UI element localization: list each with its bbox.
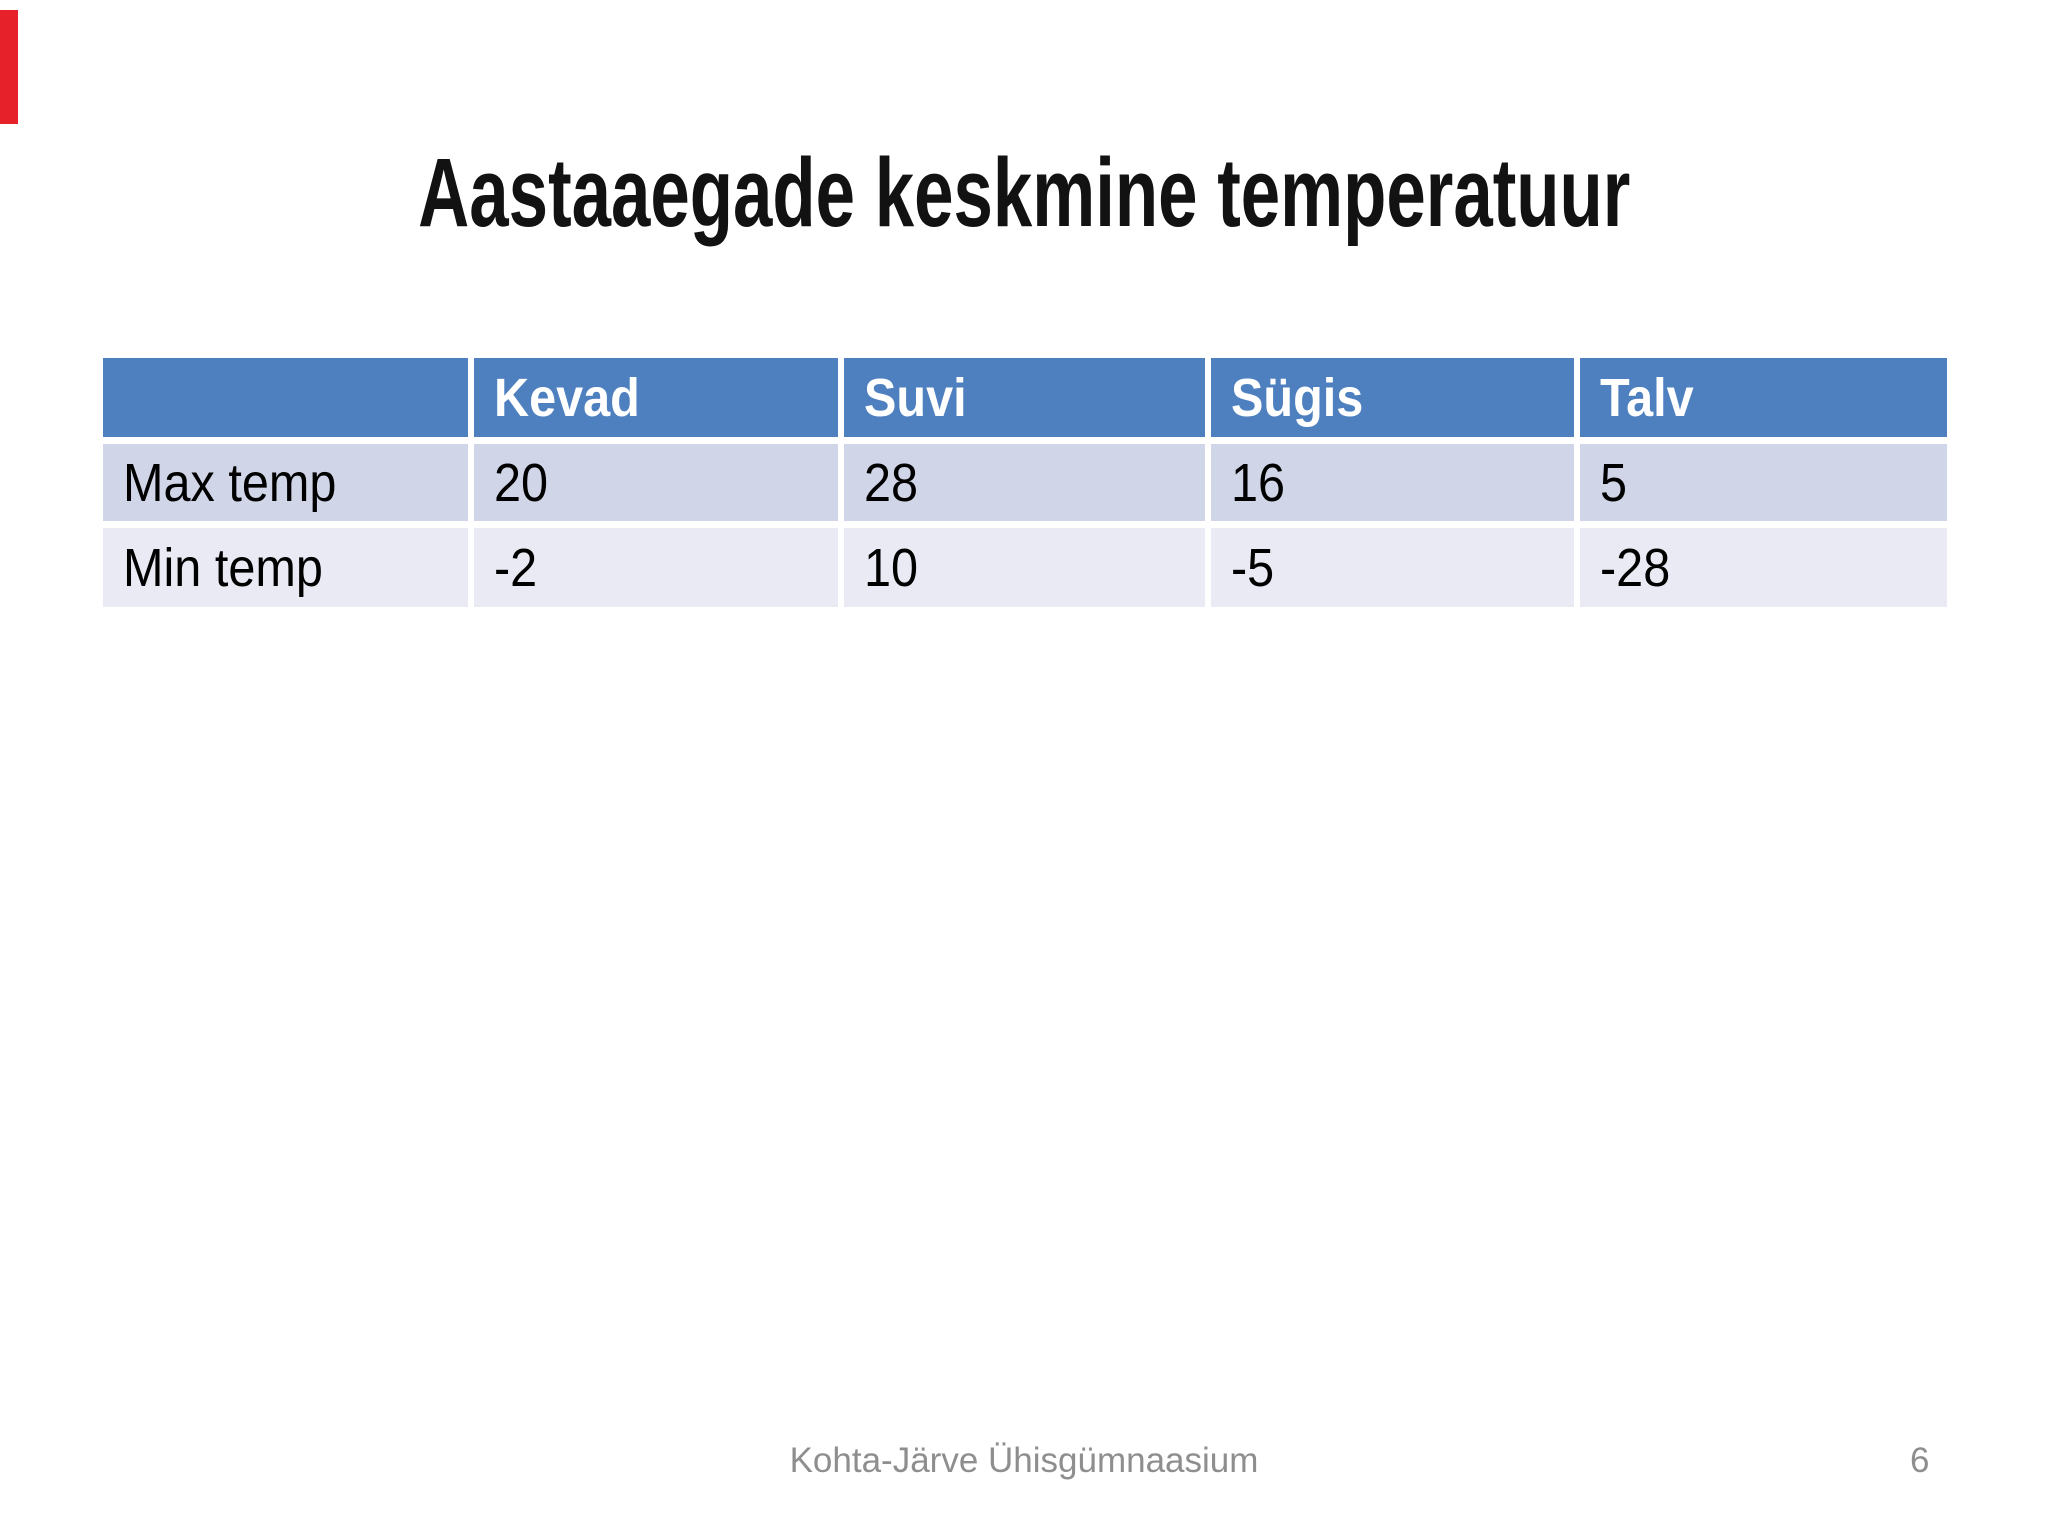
cell-max-suvi: 28 xyxy=(844,444,1205,521)
table-header-cell-sygis: Sügis xyxy=(1211,358,1574,437)
cell-min-suvi: 10 xyxy=(844,528,1205,607)
temperature-table: Kevad Suvi Sügis Talv Max temp 20 28 16 … xyxy=(103,358,1947,607)
cell-max-sygis: 16 xyxy=(1211,444,1574,521)
slide-title-area: Aastaaegade keskmine temperatuur xyxy=(0,138,2048,247)
red-edge-marker xyxy=(0,10,18,124)
cell-max-kevad: 20 xyxy=(474,444,838,521)
cell-max-talv: 5 xyxy=(1580,444,1947,521)
cell-min-kevad: -2 xyxy=(474,528,838,607)
cell-min-sygis: -5 xyxy=(1211,528,1574,607)
table-header-cell-talv: Talv xyxy=(1580,358,1947,437)
cell-min-talv: -28 xyxy=(1580,528,1947,607)
footer-school-name: Kohta-Järve Ühisgümnaasium xyxy=(789,1441,1259,1480)
row-label-min-temp: Min temp xyxy=(103,528,468,607)
table-header-cell-empty xyxy=(103,358,468,437)
table-header-cell-suvi: Suvi xyxy=(844,358,1205,437)
slide-page-number: 6 xyxy=(1910,1441,1930,1480)
table-header-cell-kevad: Kevad xyxy=(474,358,838,437)
slide-title: Aastaaegade keskmine temperatuur xyxy=(417,138,1631,247)
row-label-max-temp: Max temp xyxy=(103,444,468,521)
